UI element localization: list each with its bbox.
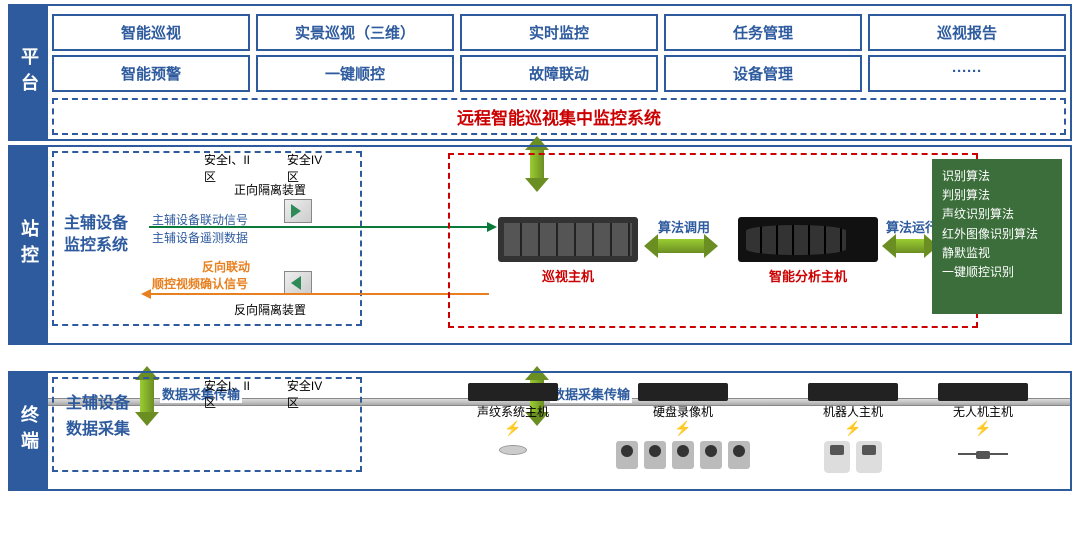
bolt-icon: ⚡ bbox=[974, 420, 991, 436]
bolt-icon: ⚡ bbox=[504, 420, 521, 436]
term-left-panel: 安全I、II区 安全IV区 主辅设备 数据采集 bbox=[52, 377, 362, 472]
forward-arrow bbox=[149, 226, 489, 228]
platform-body: 智能巡视 实景巡视（三维） 实时监控 任务管理 巡视报告 智能预警 一键顺控 故… bbox=[48, 6, 1070, 139]
platform-row2: 智能预警 一键顺控 故障联动 设备管理 ······ bbox=[52, 55, 1066, 92]
zone-labels: 安全I、II区 安全IV区 bbox=[204, 151, 360, 185]
reverse-iso-label: 反向隔离装置 bbox=[234, 301, 306, 318]
camera-icon bbox=[616, 441, 638, 469]
plat-cell: 实时监控 bbox=[460, 14, 658, 51]
bolt-icon: ⚡ bbox=[674, 420, 691, 436]
robot-icon bbox=[856, 441, 882, 473]
platform-label: 平台 bbox=[10, 6, 48, 139]
term-zone2: 安全IV区 bbox=[287, 377, 330, 411]
dev2-label: 硬盘录像机 bbox=[598, 403, 768, 420]
camera-icon bbox=[728, 441, 750, 469]
zone2: 安全IV区 bbox=[287, 151, 330, 185]
plat-cell: 智能预警 bbox=[52, 55, 250, 92]
dev3-label: 机器人主机 bbox=[808, 403, 898, 420]
dev-group-nvr: 硬盘录像机 ⚡ bbox=[598, 383, 768, 469]
server1-icon bbox=[498, 217, 638, 262]
zone1: 安全I、II区 bbox=[204, 151, 257, 185]
station-section: 站控 安全I、II区 安全IV区 主辅设备 监控系统 正向隔离装置 主辅设备联动… bbox=[8, 145, 1072, 345]
nvr-host-icon bbox=[638, 383, 728, 401]
robot-row bbox=[808, 441, 898, 473]
forward-iso-label: 正向隔离装置 bbox=[234, 181, 306, 198]
term-zone-labels: 安全I、II区 安全IV区 bbox=[204, 377, 360, 411]
term-title2: 数据采集 bbox=[66, 417, 348, 443]
system-title: 远程智能巡视集中监控系统 bbox=[457, 109, 661, 128]
rev2: 顺控视频确认信号 bbox=[152, 275, 248, 292]
camera-icon bbox=[672, 441, 694, 469]
server2: 智能分析主机 bbox=[738, 217, 878, 285]
server2-icon bbox=[738, 217, 878, 262]
forward-iso-icon bbox=[284, 199, 312, 223]
term-zone1: 安全I、II区 bbox=[204, 377, 257, 411]
camera-row bbox=[598, 441, 768, 469]
dev-group-drone: 无人机主机 ⚡ bbox=[938, 383, 1028, 461]
plat-cell: 任务管理 bbox=[664, 14, 862, 51]
left-title: 主辅设备 监控系统 bbox=[64, 213, 128, 258]
drone-host-icon bbox=[938, 383, 1028, 401]
algo-item: 一键顺控识别 bbox=[942, 263, 1052, 282]
drone-icon bbox=[958, 447, 1008, 461]
disc-icon bbox=[499, 445, 527, 455]
station-label: 站控 bbox=[10, 147, 48, 343]
left-panel: 安全I、II区 安全IV区 主辅设备 监控系统 正向隔离装置 主辅设备联动信号 … bbox=[52, 151, 362, 326]
server1-label: 巡视主机 bbox=[498, 266, 638, 285]
term-devices: 声纹系统主机 ⚡ 硬盘录像机 ⚡ 机器人主机 ⚡ bbox=[468, 383, 1060, 473]
robot-host-icon bbox=[808, 383, 898, 401]
platform-row1: 智能巡视 实景巡视（三维） 实时监控 任务管理 巡视报告 bbox=[52, 14, 1066, 51]
camera-icon bbox=[700, 441, 722, 469]
algo-item: 红外图像识别算法 bbox=[942, 225, 1052, 244]
arrow-algo-call bbox=[656, 239, 706, 253]
robot-icon bbox=[824, 441, 850, 473]
left-title2: 监控系统 bbox=[64, 235, 128, 257]
reverse-iso-icon bbox=[284, 271, 312, 295]
server1: 巡视主机 bbox=[498, 217, 638, 285]
camera-icon bbox=[644, 441, 666, 469]
terminal-label: 终端 bbox=[10, 373, 48, 489]
plat-cell: 一键顺控 bbox=[256, 55, 454, 92]
left-title1: 主辅设备 bbox=[64, 213, 128, 235]
plat-cell: 设备管理 bbox=[664, 55, 862, 92]
plat-cell: 巡视报告 bbox=[868, 14, 1066, 51]
algo-item: 声纹识别算法 bbox=[942, 205, 1052, 224]
plat-cell: 故障联动 bbox=[460, 55, 658, 92]
algo-item: 识别算法 bbox=[942, 167, 1052, 186]
dev1-label: 声纹系统主机 bbox=[468, 403, 558, 420]
plat-cell: 智能巡视 bbox=[52, 14, 250, 51]
plat-cell: 实景巡视（三维） bbox=[256, 14, 454, 51]
algo-box: 识别算法 判别算法 声纹识别算法 红外图像识别算法 静默监视 一键顺控识别 bbox=[932, 159, 1062, 314]
dev-group-audio: 声纹系统主机 ⚡ bbox=[468, 383, 558, 455]
terminal-body: 安全I、II区 安全IV区 主辅设备 数据采集 声纹系统主机 ⚡ 硬盘录像机 ⚡ bbox=[48, 373, 1070, 489]
arrow-algo-run bbox=[894, 239, 926, 253]
dev-group-robot: 机器人主机 ⚡ bbox=[808, 383, 898, 473]
algo-item: 静默监视 bbox=[942, 244, 1052, 263]
rev1: 反向联动 bbox=[202, 258, 250, 275]
audio-host-icon bbox=[468, 383, 558, 401]
algo-call-label: 算法调用 bbox=[658, 217, 710, 236]
plat-cell: ······ bbox=[868, 55, 1066, 92]
algo-item: 判别算法 bbox=[942, 186, 1052, 205]
system-title-row: 远程智能巡视集中监控系统 bbox=[52, 98, 1066, 135]
station-body: 安全I、II区 安全IV区 主辅设备 监控系统 正向隔离装置 主辅设备联动信号 … bbox=[48, 147, 1070, 343]
bolt-icon: ⚡ bbox=[844, 420, 861, 436]
dev4-label: 无人机主机 bbox=[938, 403, 1028, 420]
server2-label: 智能分析主机 bbox=[738, 266, 878, 285]
algo-run-label: 算法运行 bbox=[886, 217, 938, 236]
sig2: 主辅设备遥测数据 bbox=[152, 229, 248, 246]
platform-section: 平台 智能巡视 实景巡视（三维） 实时监控 任务管理 巡视报告 智能预警 一键顺… bbox=[8, 4, 1072, 141]
terminal-section: 终端 安全I、II区 安全IV区 主辅设备 数据采集 声纹系统主机 ⚡ 硬盘录像… bbox=[8, 371, 1072, 491]
reverse-arrow bbox=[149, 293, 489, 295]
